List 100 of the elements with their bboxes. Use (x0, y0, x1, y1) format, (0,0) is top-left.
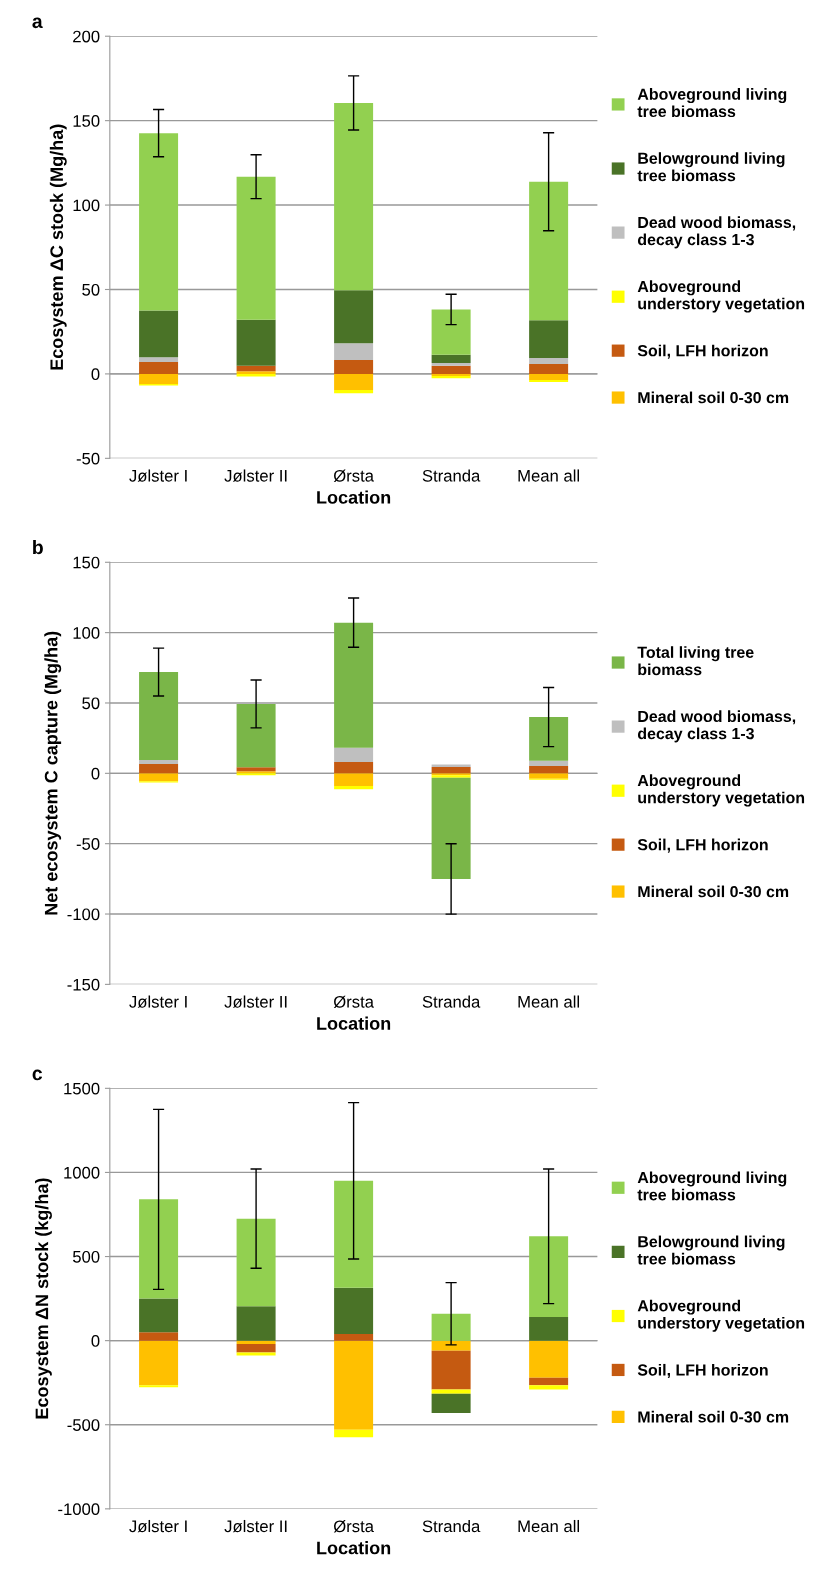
bar (529, 181, 569, 321)
bar (431, 777, 471, 879)
y-axis-title: Ecosystem ΔN stock (kg/ha) (35, 1178, 52, 1419)
bar (529, 717, 569, 761)
x-tick-label: Ørsta (333, 1520, 374, 1533)
legend-label: Total living tree biomass (637, 646, 754, 676)
bar (529, 320, 569, 359)
x-tick-label: Mean all (518, 1519, 580, 1533)
bar (334, 622, 374, 748)
x-tick-label: Stranda (422, 995, 481, 1008)
bar (139, 133, 179, 311)
x-tick-label: Mean all (518, 469, 580, 482)
bar (431, 363, 471, 366)
bar (529, 766, 569, 774)
bar (139, 760, 179, 765)
x-tick-label: Jølster I (129, 995, 187, 1008)
y-tick-label: 1000 (64, 1166, 100, 1179)
chart-title: c (32, 1069, 43, 1081)
bar (431, 1393, 471, 1413)
bar (139, 373, 179, 385)
bar (334, 773, 374, 786)
legend-label: Belowground living tree biomass (637, 152, 785, 182)
bar (334, 1180, 374, 1288)
y-tick-label: 1500 (64, 1082, 100, 1095)
bar (431, 1313, 471, 1341)
bar (431, 309, 471, 355)
y-tick-label: -500 (67, 1419, 100, 1431)
bar (139, 1298, 179, 1333)
bar (139, 773, 179, 782)
legend-label: Mineral soil 0-30 cm (638, 885, 789, 898)
bar (529, 1317, 569, 1341)
bar (529, 1377, 569, 1386)
x-tick-label: Jølster I (129, 469, 187, 482)
legend-label: Soil, LFH horizon (637, 344, 768, 359)
bar (236, 1344, 276, 1353)
x-axis-title: Location (317, 1016, 391, 1030)
y-tick-label: 150 (73, 556, 100, 569)
x-tick-label: Jølster II (224, 1519, 287, 1533)
bar (529, 358, 569, 365)
y-tick-label: 200 (73, 30, 100, 43)
bar (139, 672, 179, 761)
chart-title: b (33, 539, 43, 555)
bar (431, 766, 471, 774)
y-tick-label: -100 (67, 908, 100, 921)
bar (334, 1333, 374, 1341)
legend-label: Dead wood biomass, decay class 1-3 (637, 216, 796, 249)
y-tick-label: -50 (76, 838, 100, 850)
bar (529, 1385, 569, 1390)
bar (334, 1429, 374, 1438)
bar (236, 1306, 276, 1341)
y-tick-label: 100 (73, 627, 100, 639)
bar (139, 1332, 179, 1341)
bar (334, 359, 374, 374)
y-tick-label: 150 (73, 115, 100, 127)
bar (139, 310, 179, 358)
y-axis-title: Ecosystem ΔC stock (Mg/ha) (49, 124, 67, 370)
bar (139, 1199, 179, 1299)
bar (236, 319, 276, 366)
y-tick-label: -50 (76, 452, 100, 465)
bar (529, 379, 569, 383)
x-tick-label: Stranda (422, 469, 481, 482)
y-tick-label: -150 (67, 978, 100, 991)
bar (334, 747, 374, 762)
y-tick-label: 0 (91, 767, 100, 780)
legend-label: Mineral soil 0-30 cm (638, 1410, 789, 1423)
y-tick-label: 0 (91, 368, 100, 381)
chart-title: a (32, 17, 43, 29)
bar (236, 1352, 276, 1356)
bar (431, 1350, 471, 1390)
y-tick-label: 50 (82, 283, 100, 296)
y-tick-label: 500 (72, 1250, 100, 1263)
x-axis-title: Location (317, 1541, 391, 1555)
bar (334, 343, 374, 360)
x-tick-label: Ørsta (333, 995, 374, 1008)
bar (334, 373, 374, 390)
bar (334, 1340, 374, 1430)
bar (431, 354, 471, 364)
y-tick-label: 100 (73, 199, 100, 212)
legend-label: Soil, LFH horizon (637, 838, 768, 853)
y-tick-label: 0 (91, 1335, 100, 1347)
bar (529, 373, 569, 380)
bar (334, 761, 374, 774)
bar (529, 364, 569, 374)
legend-label: Soil, LFH horizon (637, 1363, 768, 1378)
legend-label: Aboveground understory vegetation (637, 280, 805, 313)
x-tick-label: Mean all (518, 995, 580, 1008)
y-tick-label: -1000 (58, 1503, 100, 1516)
bar (431, 1389, 471, 1394)
legend-label: Aboveground living tree biomass (637, 88, 787, 118)
x-tick-label: Jølster I (129, 1519, 187, 1533)
bar (236, 767, 276, 772)
bar (236, 176, 276, 320)
legend-label: Aboveground understory vegetation (637, 1299, 805, 1332)
x-tick-label: Jølster II (224, 469, 287, 482)
bar (431, 1340, 471, 1351)
legend-label: Dead wood biomass, decay class 1-3 (637, 710, 796, 743)
bar (529, 1340, 569, 1378)
bar (334, 102, 374, 291)
legend-label: Mineral soil 0-30 cm (638, 391, 789, 404)
bar (334, 290, 374, 344)
